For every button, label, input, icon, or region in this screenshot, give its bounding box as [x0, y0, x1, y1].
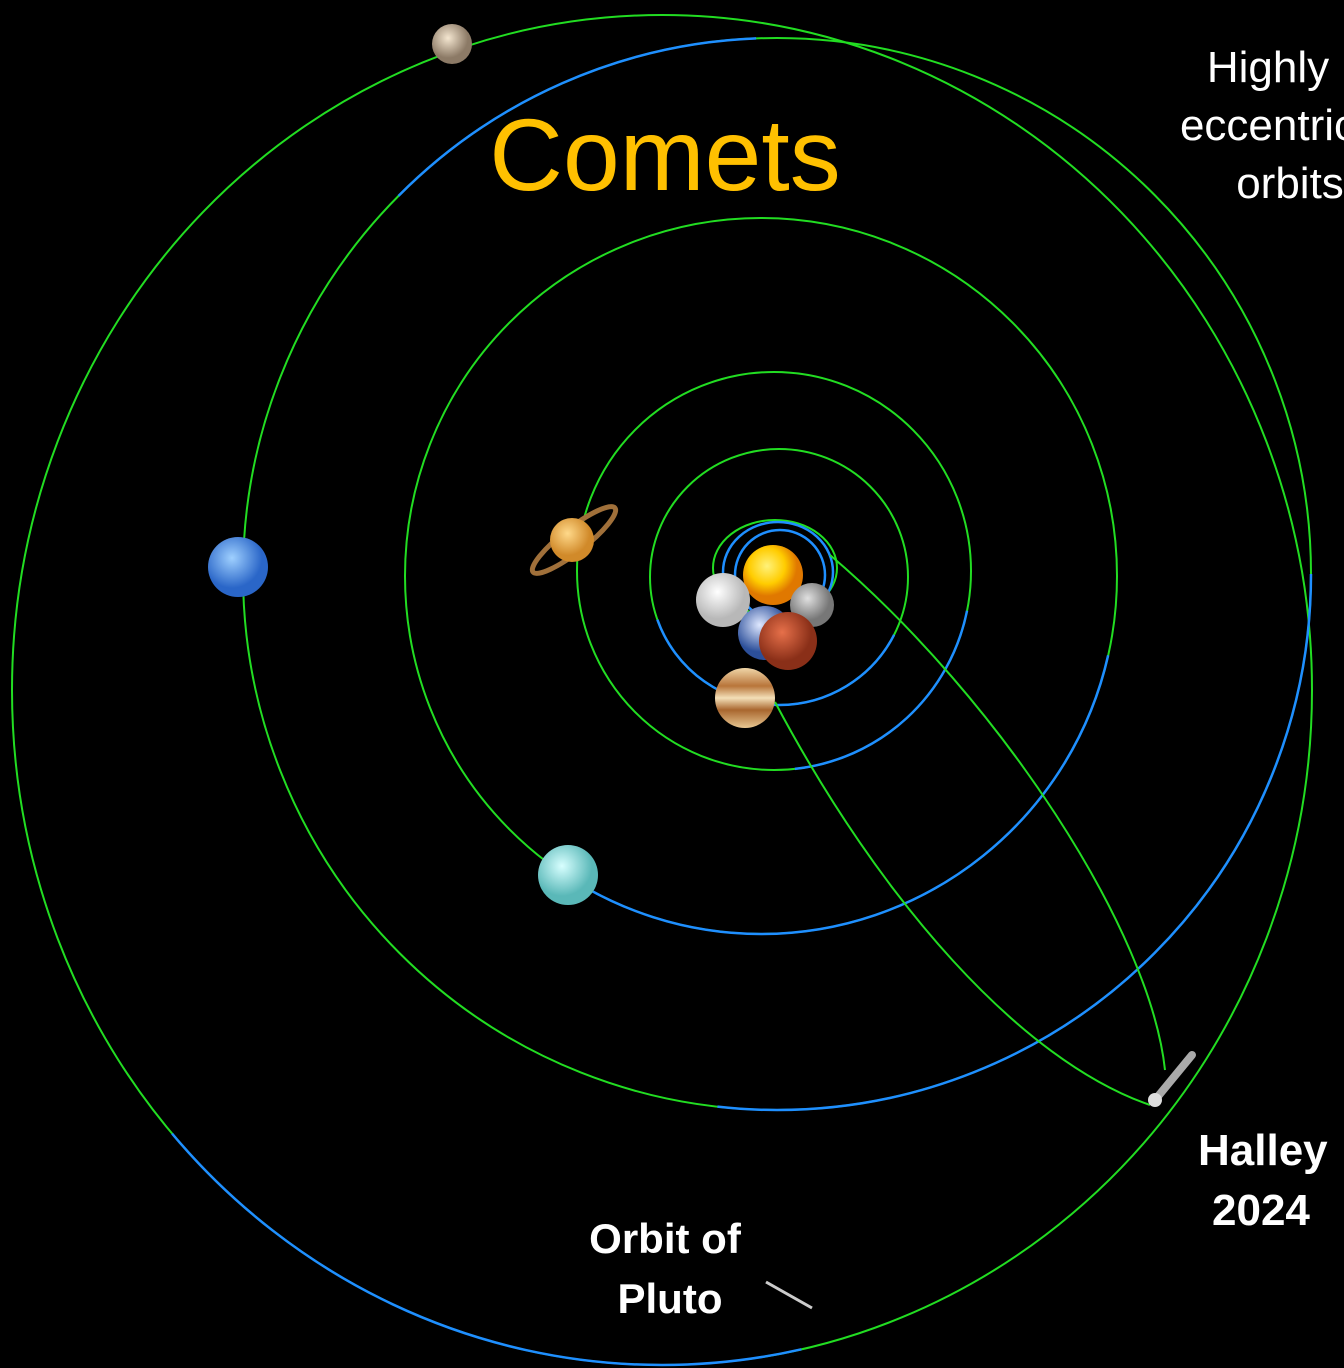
side-note: eccentric [1180, 101, 1344, 150]
pluto-orbit [12, 15, 1312, 1365]
solar-system-diagram: Comets Highly eccentric orbits Halley 20… [0, 0, 1344, 1368]
venus [696, 573, 750, 627]
planets [208, 24, 1192, 1308]
orbits [12, 15, 1312, 1365]
jupiter [715, 668, 775, 728]
mars [759, 612, 817, 670]
title: Comets [489, 98, 840, 212]
halley-year: 2024 [1212, 1186, 1310, 1235]
halley-label: Halley [1198, 1126, 1328, 1175]
pluto-orbit-segment [12, 15, 1312, 1365]
pluto-label: Orbit of [589, 1215, 742, 1262]
page: Comets Highly eccentric orbits Halley 20… [0, 0, 1344, 1368]
side-note: Highly [1207, 43, 1329, 92]
pluto [432, 24, 472, 64]
halley-comet [1148, 1055, 1192, 1107]
pluto-pointer [766, 1282, 812, 1308]
halley-orbit [830, 555, 1165, 1070]
side-note: orbits [1236, 159, 1344, 208]
saturn [526, 499, 623, 582]
neptune [208, 537, 268, 597]
uranus [538, 845, 598, 905]
pluto-label: Pluto [618, 1275, 723, 1322]
